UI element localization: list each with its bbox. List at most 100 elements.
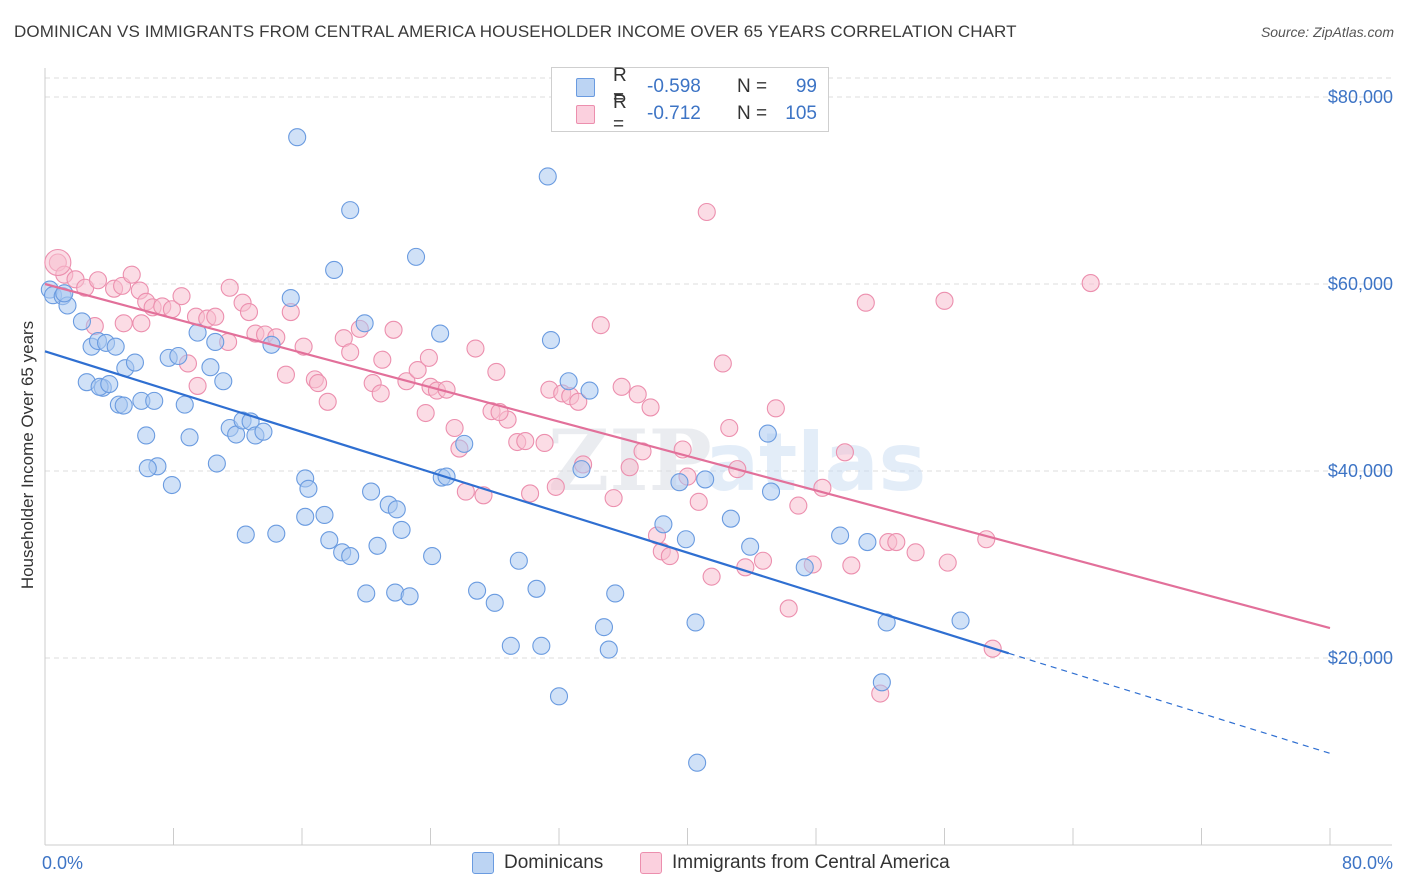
point-dominican bbox=[357, 584, 376, 603]
point-immigrants-central-america bbox=[408, 360, 427, 380]
point-dominican bbox=[538, 167, 557, 186]
point-dominican bbox=[400, 587, 419, 606]
point-dominican bbox=[288, 128, 307, 147]
point-dominican bbox=[423, 547, 442, 566]
point-dominican bbox=[114, 396, 133, 415]
point-dominican bbox=[145, 391, 164, 410]
point-immigrants-central-america bbox=[122, 265, 141, 284]
point-immigrants-central-america bbox=[466, 339, 485, 358]
point-immigrants-central-america bbox=[766, 399, 785, 418]
point-dominican bbox=[606, 584, 625, 603]
axes bbox=[44, 68, 1392, 846]
point-immigrants-central-america bbox=[276, 365, 295, 384]
legend-row-immigrants: R = -0.712 N = 105 bbox=[576, 92, 817, 135]
point-dominican bbox=[761, 482, 781, 501]
point-dominican bbox=[341, 201, 360, 220]
point-dominican bbox=[281, 288, 300, 308]
point-dominican bbox=[594, 618, 614, 637]
point-immigrants-central-america bbox=[591, 316, 610, 335]
point-immigrants-central-america bbox=[689, 492, 708, 511]
point-dominican bbox=[162, 475, 181, 495]
x-tick-label: 0.0% bbox=[42, 853, 83, 873]
point-dominican bbox=[362, 482, 381, 501]
legend-row-dominicans: R = -0.598 N = 99 bbox=[576, 65, 817, 108]
point-immigrants-central-america bbox=[720, 418, 739, 438]
point-dominican bbox=[320, 531, 339, 550]
legend-swatch-blue bbox=[576, 77, 595, 97]
point-immigrants-central-america bbox=[416, 403, 435, 423]
point-dominican bbox=[236, 525, 255, 544]
legend-n-label: N = bbox=[737, 76, 768, 97]
series-dominicans bbox=[40, 128, 970, 772]
legend-item-dominicans[interactable]: Dominicans bbox=[472, 852, 603, 874]
point-dominican bbox=[654, 515, 673, 534]
legend-r-label: R = bbox=[613, 92, 627, 135]
point-dominican bbox=[721, 509, 740, 528]
point-immigrants-central-america bbox=[604, 489, 623, 508]
point-immigrants-central-america bbox=[487, 362, 506, 381]
point-dominican bbox=[758, 424, 777, 443]
point-immigrants-central-america bbox=[318, 392, 337, 411]
chart-title: DOMINICAN VS IMMIGRANTS FROM CENTRAL AME… bbox=[14, 22, 1017, 41]
point-immigrants-central-america bbox=[620, 458, 639, 477]
point-dominican bbox=[951, 611, 970, 630]
point-dominican bbox=[100, 374, 119, 394]
point-immigrants-central-america bbox=[977, 530, 996, 549]
legend-swatch-blue bbox=[472, 852, 494, 874]
source-label: Source: ZipAtlas.com bbox=[1260, 24, 1394, 40]
legend-swatch-pink bbox=[576, 104, 595, 124]
point-dominican bbox=[455, 434, 474, 453]
trend-line-immigrants bbox=[44, 282, 1331, 630]
y-axis-label: Householder Income Over 65 years bbox=[18, 321, 37, 589]
point-dominican bbox=[355, 314, 374, 333]
point-immigrants-central-america bbox=[188, 376, 207, 395]
point-dominican bbox=[137, 426, 156, 445]
legend-r-value: -0.712 bbox=[647, 103, 701, 124]
point-dominican bbox=[175, 395, 194, 414]
point-dominican bbox=[541, 331, 561, 350]
point-dominican bbox=[741, 537, 760, 556]
legend-n-label: N = bbox=[737, 103, 768, 124]
point-immigrants-central-america bbox=[445, 418, 464, 438]
point-immigrants-central-america bbox=[88, 271, 108, 290]
point-dominican bbox=[468, 581, 487, 600]
point-immigrants-central-america bbox=[789, 496, 808, 515]
legend-n-value: 99 bbox=[795, 76, 817, 97]
point-dominican bbox=[795, 558, 814, 577]
point-dominican bbox=[169, 346, 188, 366]
legend-label-immigrants: Immigrants from Central America bbox=[672, 852, 950, 873]
point-immigrants-central-america bbox=[341, 343, 360, 362]
point-dominican bbox=[296, 507, 315, 526]
point-dominican bbox=[872, 673, 891, 692]
point-immigrants-central-america bbox=[1081, 274, 1100, 293]
point-dominican bbox=[254, 422, 273, 441]
point-dominican bbox=[206, 332, 225, 352]
point-dominican bbox=[559, 372, 578, 391]
point-immigrants-central-america bbox=[294, 337, 313, 356]
point-dominican bbox=[676, 530, 695, 549]
legend-swatch-pink bbox=[640, 852, 662, 874]
legend-label-dominicans: Dominicans bbox=[504, 852, 604, 873]
point-dominican bbox=[207, 454, 226, 473]
point-immigrants-central-america bbox=[373, 350, 392, 369]
point-immigrants-central-america bbox=[206, 307, 225, 326]
point-dominican bbox=[549, 687, 569, 706]
point-immigrants-central-america bbox=[371, 384, 390, 403]
y-tick-label: $20,000 bbox=[1328, 648, 1393, 668]
point-dominican bbox=[341, 547, 360, 566]
point-immigrants-central-america bbox=[906, 543, 925, 562]
point-dominican bbox=[572, 460, 591, 479]
point-dominican bbox=[299, 479, 318, 498]
trend-lines bbox=[44, 282, 1331, 754]
point-dominican bbox=[670, 473, 689, 492]
point-dominican bbox=[387, 500, 406, 519]
watermark: ZIP atlas bbox=[548, 411, 926, 510]
point-dominican bbox=[392, 520, 411, 539]
point-immigrants-central-america bbox=[702, 567, 721, 586]
point-immigrants-central-america bbox=[612, 377, 631, 396]
point-immigrants-central-america bbox=[779, 599, 798, 618]
point-immigrants-central-america bbox=[516, 432, 535, 451]
point-immigrants-central-america bbox=[132, 314, 151, 333]
point-dominican bbox=[532, 636, 551, 655]
legend-item-immigrants[interactable]: Immigrants from Central America bbox=[640, 852, 950, 874]
